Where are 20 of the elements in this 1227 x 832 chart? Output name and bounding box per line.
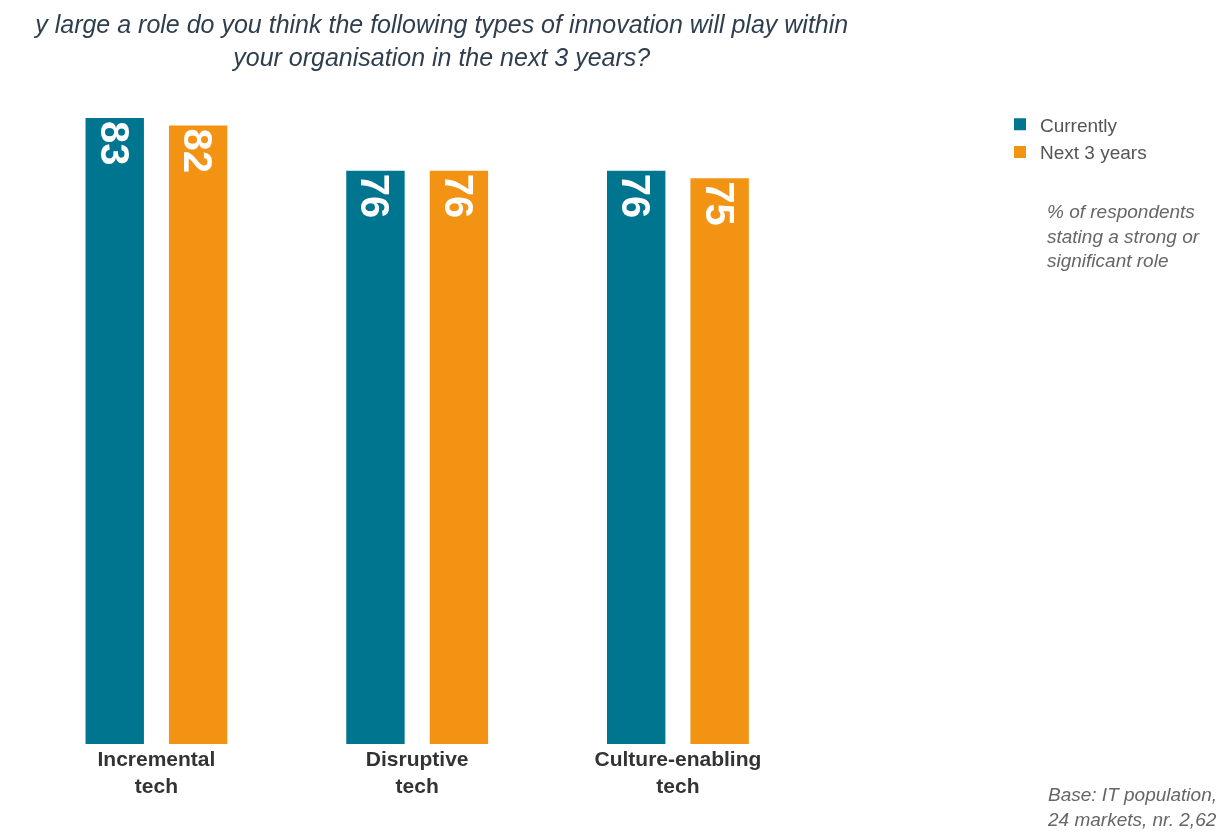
- data-label: 76: [436, 173, 481, 219]
- data-label: 76: [614, 173, 659, 219]
- x-tick-label: Disruptive tech: [365, 747, 469, 798]
- chart-title: y large a role do you think the following types of innovation will play within your organisation in the next 3 years?: [33, 10, 849, 71]
- data-label: 83: [92, 121, 137, 166]
- bar: [607, 170, 666, 744]
- bar: [429, 170, 489, 744]
- bar: [346, 170, 405, 744]
- data-label: 76: [353, 173, 398, 219]
- bar: [168, 125, 228, 744]
- text: Base: IT population, 24 markets, nr. 2,62: [1047, 784, 1217, 830]
- bar: [85, 118, 144, 744]
- legend-label: Currently: [1040, 114, 1118, 136]
- data-label: 75: [697, 181, 742, 226]
- bar: [690, 178, 749, 744]
- data-label: 82: [176, 128, 221, 174]
- text: % of respondents stating a strong or significant role: [1047, 201, 1200, 272]
- legend-label: Next 3 years: [1040, 142, 1147, 164]
- x-tick-label: Incremental tech: [97, 747, 216, 798]
- x-tick-label: Culture-enabling tech: [594, 747, 762, 798]
